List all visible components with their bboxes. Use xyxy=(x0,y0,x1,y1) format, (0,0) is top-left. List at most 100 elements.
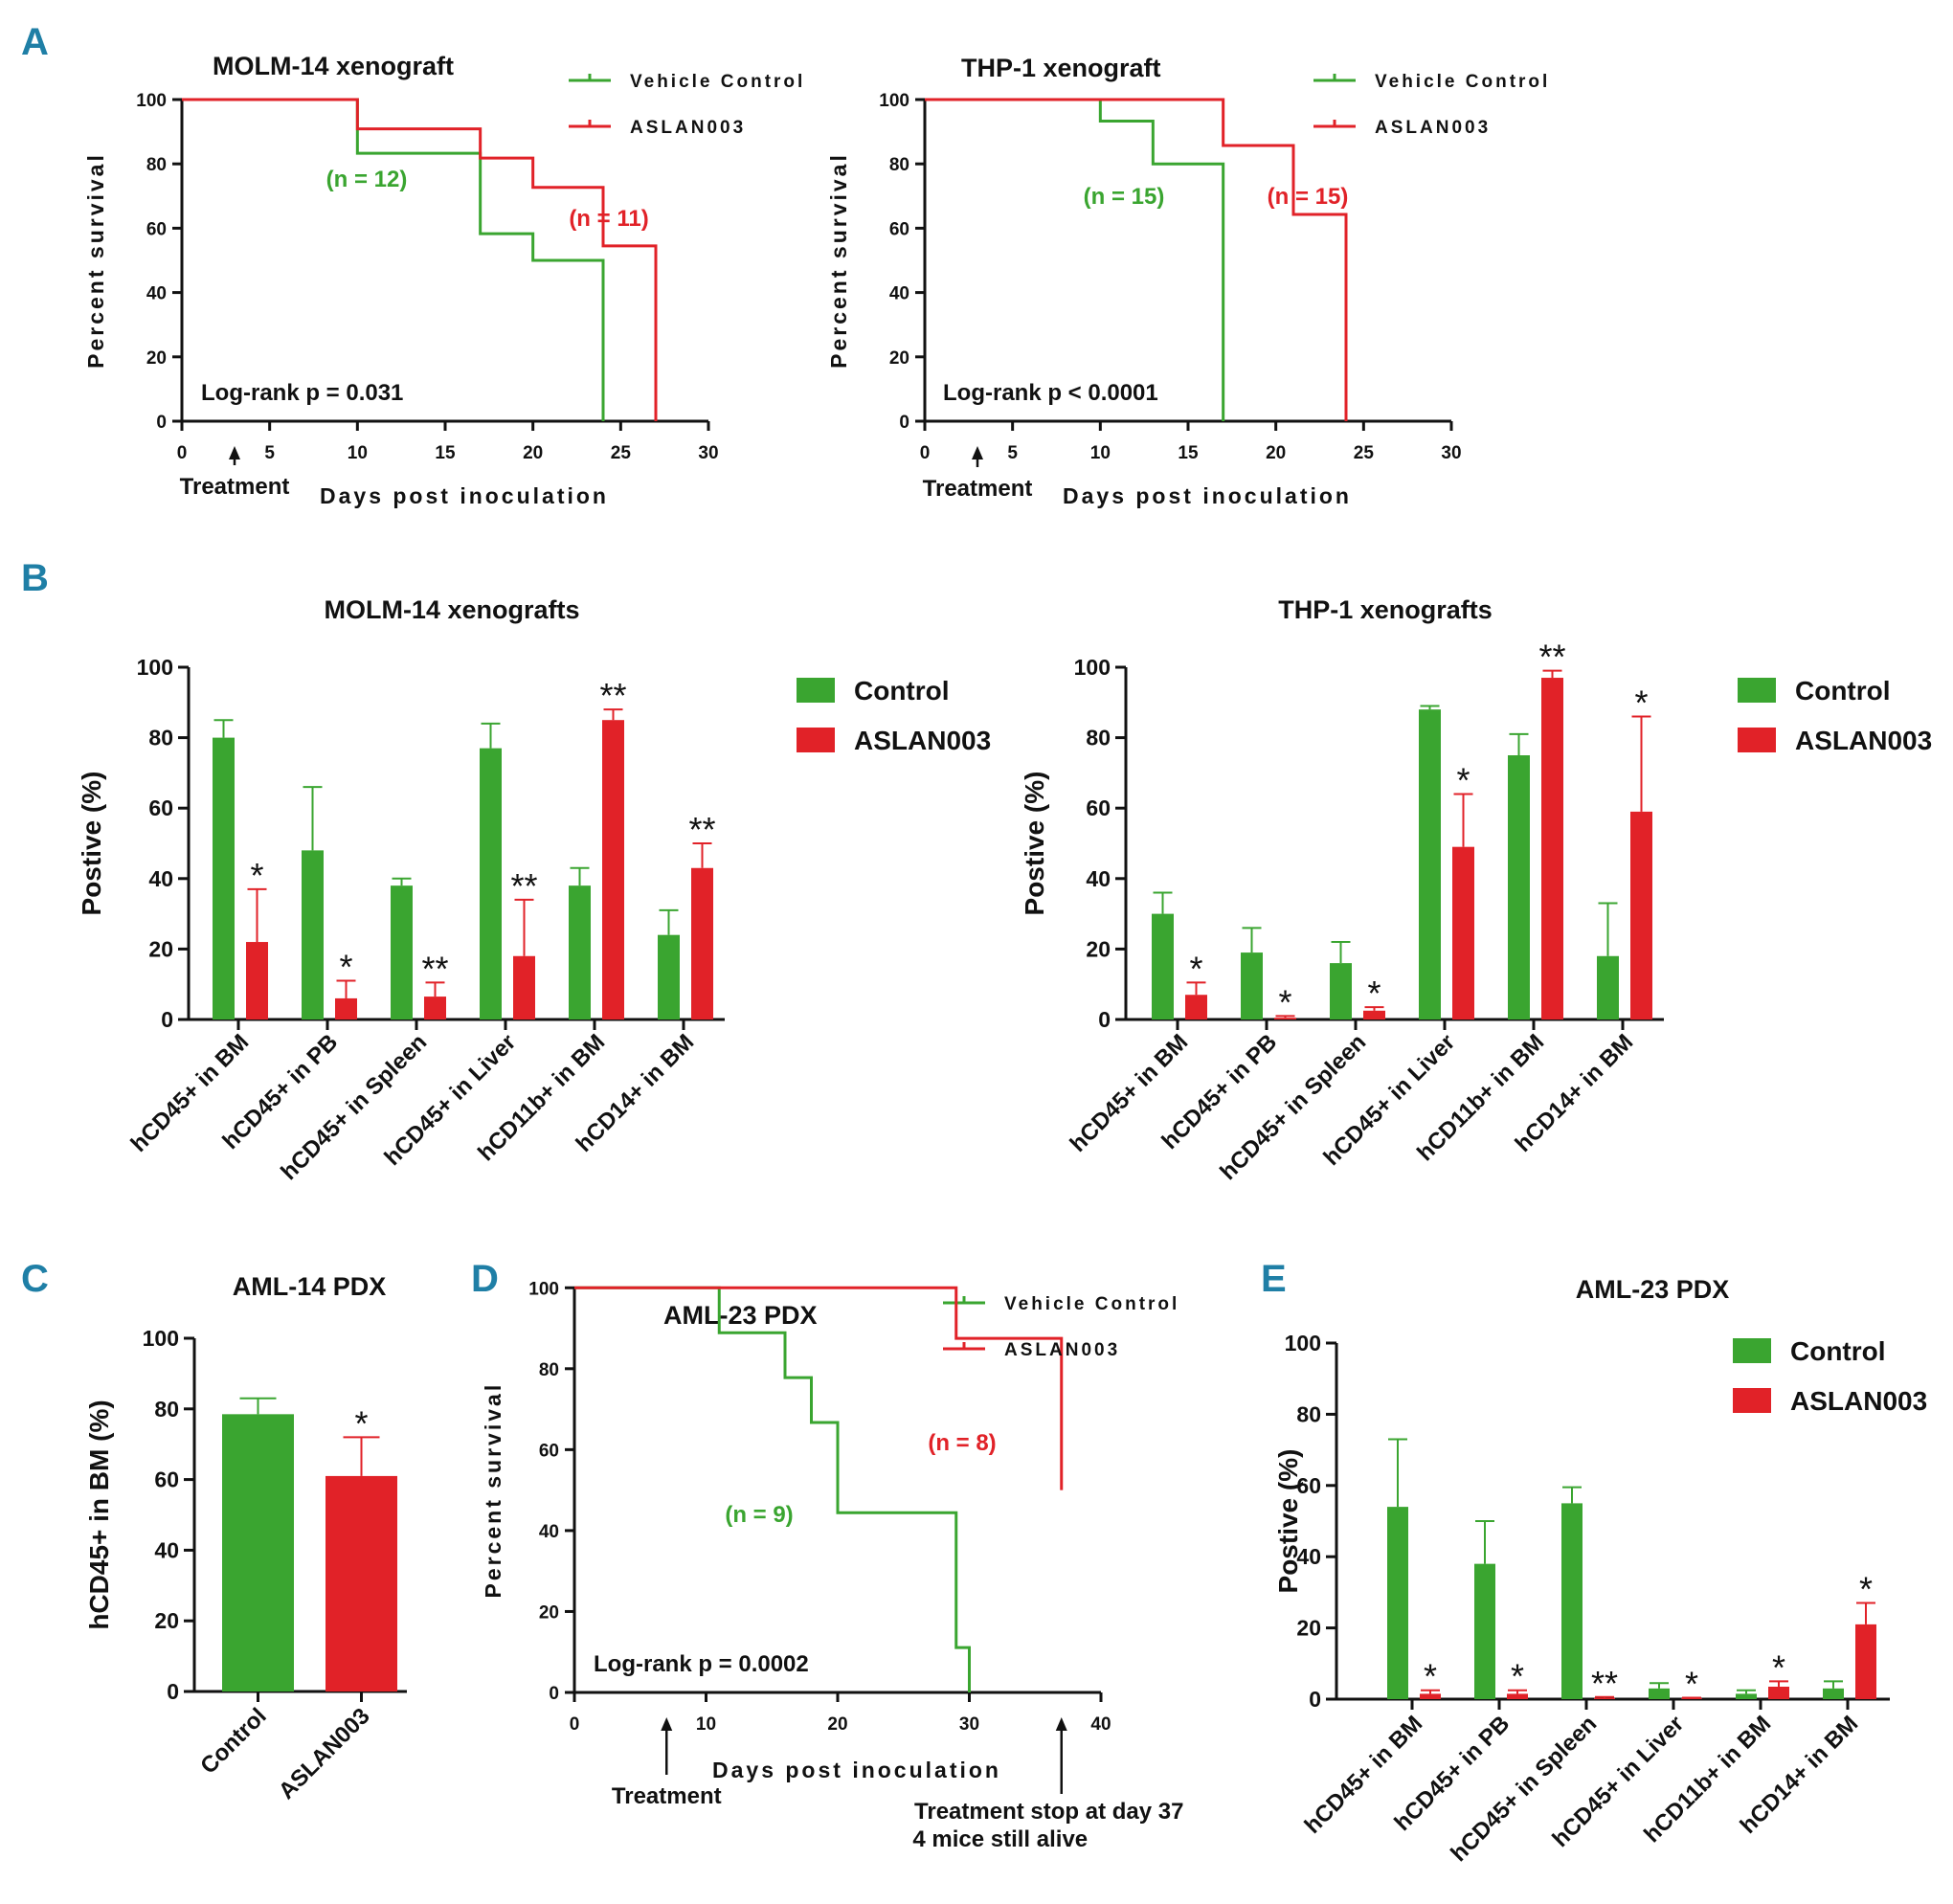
legend-label: Vehicle Control xyxy=(1004,1294,1179,1314)
y-tick-label: 60 xyxy=(1296,1473,1321,1498)
n-label: (n = 8) xyxy=(928,1430,996,1456)
y-tick-label: 40 xyxy=(1086,866,1111,891)
significance-marker: ** xyxy=(1591,1664,1618,1703)
y-tick-label: 80 xyxy=(146,155,167,175)
bar-aslan003 xyxy=(1452,846,1474,1019)
survival-curve-control xyxy=(574,1286,971,1692)
significance-marker: * xyxy=(250,856,263,895)
bar-control xyxy=(1474,1563,1495,1699)
survival-curve-aslan003 xyxy=(182,98,658,421)
y-tick-label: 100 xyxy=(1074,655,1111,680)
bar-control xyxy=(1597,955,1619,1019)
survival-chart-molm14: MOLM-14 xenograft 0 20 40 60 80 100 0 5 10 15 20 25 3… xyxy=(83,52,802,508)
category-label: Control xyxy=(195,1703,271,1779)
significance-marker: ** xyxy=(510,866,537,906)
x-tick-label: 10 xyxy=(1090,443,1111,463)
chart-title: MOLM-14 xenografts xyxy=(324,595,579,624)
bar-control xyxy=(1241,952,1263,1019)
bar-control xyxy=(1649,1688,1670,1699)
y-tick-label: 60 xyxy=(154,1467,179,1492)
y-tick-label: 0 xyxy=(167,1679,179,1704)
y-tick-label: 40 xyxy=(539,1522,559,1542)
y-tick-label: 20 xyxy=(154,1608,179,1633)
y-tick-label: 100 xyxy=(143,1326,179,1351)
survival-curve-aslan003 xyxy=(925,98,1348,421)
treatment-stop-label: Treatment stop at day 37 xyxy=(914,1799,1183,1825)
bar-aslan003 xyxy=(246,942,268,1019)
y-tick-label: 80 xyxy=(154,1397,179,1422)
n-label: (n = 15) xyxy=(1268,184,1349,210)
bar-aslan003 xyxy=(1420,1693,1441,1699)
survival-curve-control xyxy=(925,98,1225,421)
y-tick-label: 40 xyxy=(146,284,167,304)
y-tick-label: 20 xyxy=(539,1602,559,1623)
significance-marker: * xyxy=(1511,1657,1524,1696)
y-tick-label: 0 xyxy=(1309,1687,1321,1712)
y-tick-label: 40 xyxy=(154,1537,179,1562)
legend-label: Vehicle Control xyxy=(1375,72,1550,92)
bar-aslan003 xyxy=(602,720,624,1019)
y-tick-label: 0 xyxy=(549,1684,559,1704)
treatment-label: Treatment xyxy=(612,1783,722,1809)
legend-swatch xyxy=(1738,678,1776,703)
bar-aslan003 xyxy=(424,997,446,1019)
x-tick-label: 0 xyxy=(177,443,188,463)
y-axis-label: hCD45+ in BM (%) xyxy=(84,1400,114,1629)
x-tick-label: 5 xyxy=(1007,443,1018,463)
x-tick-label: 0 xyxy=(570,1714,580,1735)
bar-aslan003 xyxy=(1855,1624,1876,1699)
bar-chart-thp1: THP-1 xenografts 0 20 40 60 80 100 Postive (%) h… xyxy=(1020,595,1932,1185)
y-tick-label: 80 xyxy=(539,1360,559,1380)
y-tick-label: 0 xyxy=(899,413,909,433)
y-tick-label: 0 xyxy=(156,413,167,433)
x-axis-label: Days post inoculation xyxy=(1063,483,1352,508)
bar-aslan003 xyxy=(1630,811,1652,1019)
y-tick-label: 100 xyxy=(137,655,173,680)
category-label: hCD45+ in Spleen xyxy=(276,1029,432,1185)
y-axis-label: Percent survival xyxy=(826,152,851,369)
legend-swatch xyxy=(1733,1388,1771,1413)
bar-control xyxy=(658,934,680,1019)
significance-marker: ** xyxy=(421,949,448,988)
y-tick-label: 60 xyxy=(146,219,167,239)
legend-label: Control xyxy=(1795,676,1891,706)
x-tick-label: 15 xyxy=(1178,443,1199,463)
y-tick-label: 80 xyxy=(889,155,909,175)
bar-aslan003 xyxy=(326,1475,397,1691)
x-tick-label: 40 xyxy=(1090,1714,1111,1735)
significance-marker: * xyxy=(1189,949,1202,988)
y-tick-label: 80 xyxy=(1086,726,1111,750)
y-tick-label: 100 xyxy=(1285,1331,1321,1355)
y-tick-label: 60 xyxy=(1086,795,1111,820)
bar-chart-aml14: AML-14 PDX 0 20 40 60 80 100 hCD45+ in BM (%) Co… xyxy=(84,1272,407,1804)
significance-marker: * xyxy=(1367,974,1381,1013)
chart-title: MOLM-14 xenograft xyxy=(213,52,454,80)
significance-marker: * xyxy=(339,948,352,987)
significance-marker: * xyxy=(1685,1665,1698,1704)
y-axis-label: Postive (%) xyxy=(1020,772,1049,916)
significance-marker: * xyxy=(354,1403,368,1443)
significance-marker: ** xyxy=(1538,638,1565,677)
legend-swatch xyxy=(1733,1338,1771,1363)
bar-aslan003 xyxy=(1185,995,1207,1019)
log-rank-annotation: Log-rank p = 0.031 xyxy=(201,380,403,406)
x-tick-label: 15 xyxy=(435,443,456,463)
legend-swatch xyxy=(1738,728,1776,752)
x-tick-label: 5 xyxy=(264,443,275,463)
significance-marker: * xyxy=(1772,1647,1785,1687)
y-tick-label: 20 xyxy=(146,348,167,369)
y-tick-label: 20 xyxy=(1086,936,1111,961)
bar-aslan003 xyxy=(1507,1693,1528,1699)
y-tick-label: 100 xyxy=(136,91,167,111)
bar-control xyxy=(391,885,413,1019)
x-tick-label: 0 xyxy=(920,443,931,463)
legend-swatch xyxy=(797,678,835,703)
x-tick-label: 30 xyxy=(698,443,718,463)
x-tick-label: 30 xyxy=(1441,443,1461,463)
bar-control xyxy=(1561,1503,1583,1699)
n-label: (n = 15) xyxy=(1084,184,1165,210)
legend-label: Control xyxy=(854,676,950,706)
bar-control xyxy=(480,748,502,1019)
bar-aslan003 xyxy=(1363,1010,1385,1019)
bar-control xyxy=(1419,709,1441,1019)
